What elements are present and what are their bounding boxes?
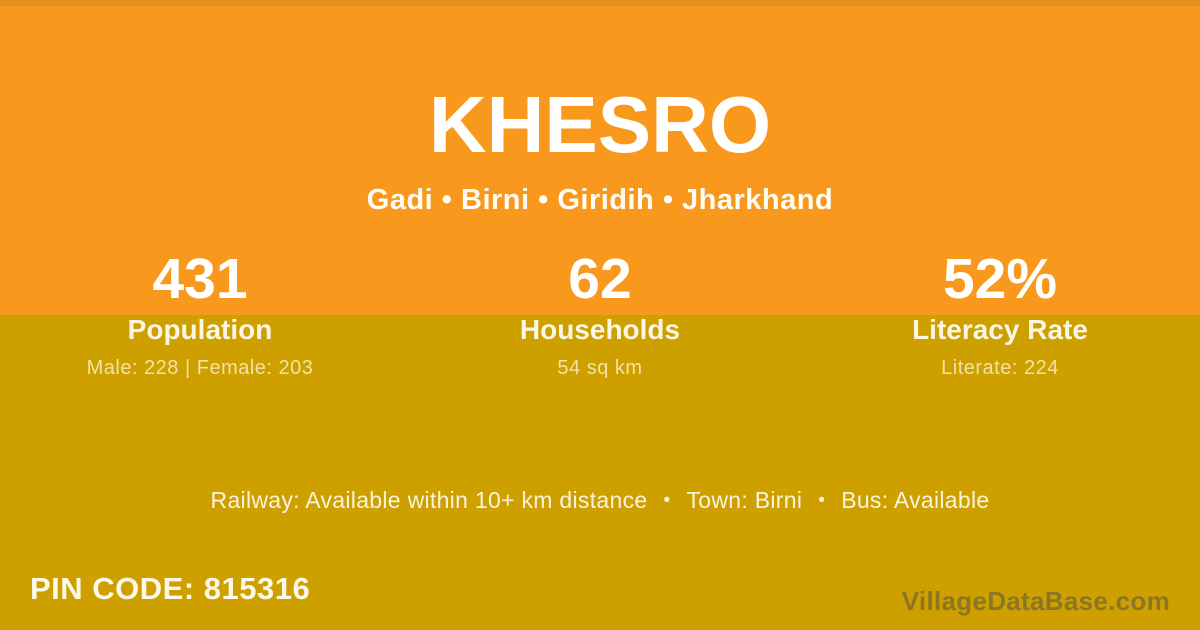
- households-value: 62: [568, 247, 632, 311]
- population-value: 431: [152, 247, 248, 311]
- site-watermark: VillageDataBase.com: [901, 586, 1170, 616]
- location-breadcrumb: Gadi • Birni • Giridih • Jharkhand: [366, 184, 834, 216]
- population-label: Population: [127, 314, 273, 345]
- transport-info-line: Railway: Available within 10+ km distanc…: [0, 487, 1200, 516]
- orange-header-panel: [0, 0, 1200, 315]
- gold-footer-panel: [0, 315, 1200, 630]
- bullet-separator: •: [818, 490, 826, 511]
- literacy-value: 52%: [942, 247, 1058, 311]
- households-label: Households: [519, 314, 681, 345]
- stat-households: 62 Households 54 sq km: [400, 247, 800, 380]
- bullet-separator: •: [663, 490, 671, 511]
- village-title: KHESRO: [428, 80, 772, 169]
- households-detail: 54 sq km: [557, 357, 643, 379]
- top-accent-strip: [0, 0, 1200, 6]
- stat-literacy: 52% Literacy Rate Literate: 224: [800, 247, 1200, 380]
- population-detail: Male: 228 | Female: 203: [86, 357, 314, 379]
- literacy-label: Literacy Rate: [912, 314, 1088, 345]
- railway-info: Railway: Available within 10+ km distanc…: [210, 487, 648, 513]
- bus-info: Bus: Available: [841, 487, 990, 513]
- stat-population: 431 Population Male: 228 | Female: 203: [0, 247, 400, 380]
- pin-code-label: PIN CODE: 815316: [30, 571, 311, 606]
- literacy-detail: Literate: 224: [941, 357, 1059, 379]
- stats-row: 431 Population Male: 228 | Female: 203 6…: [0, 247, 1200, 380]
- town-info: Town: Birni: [686, 487, 803, 513]
